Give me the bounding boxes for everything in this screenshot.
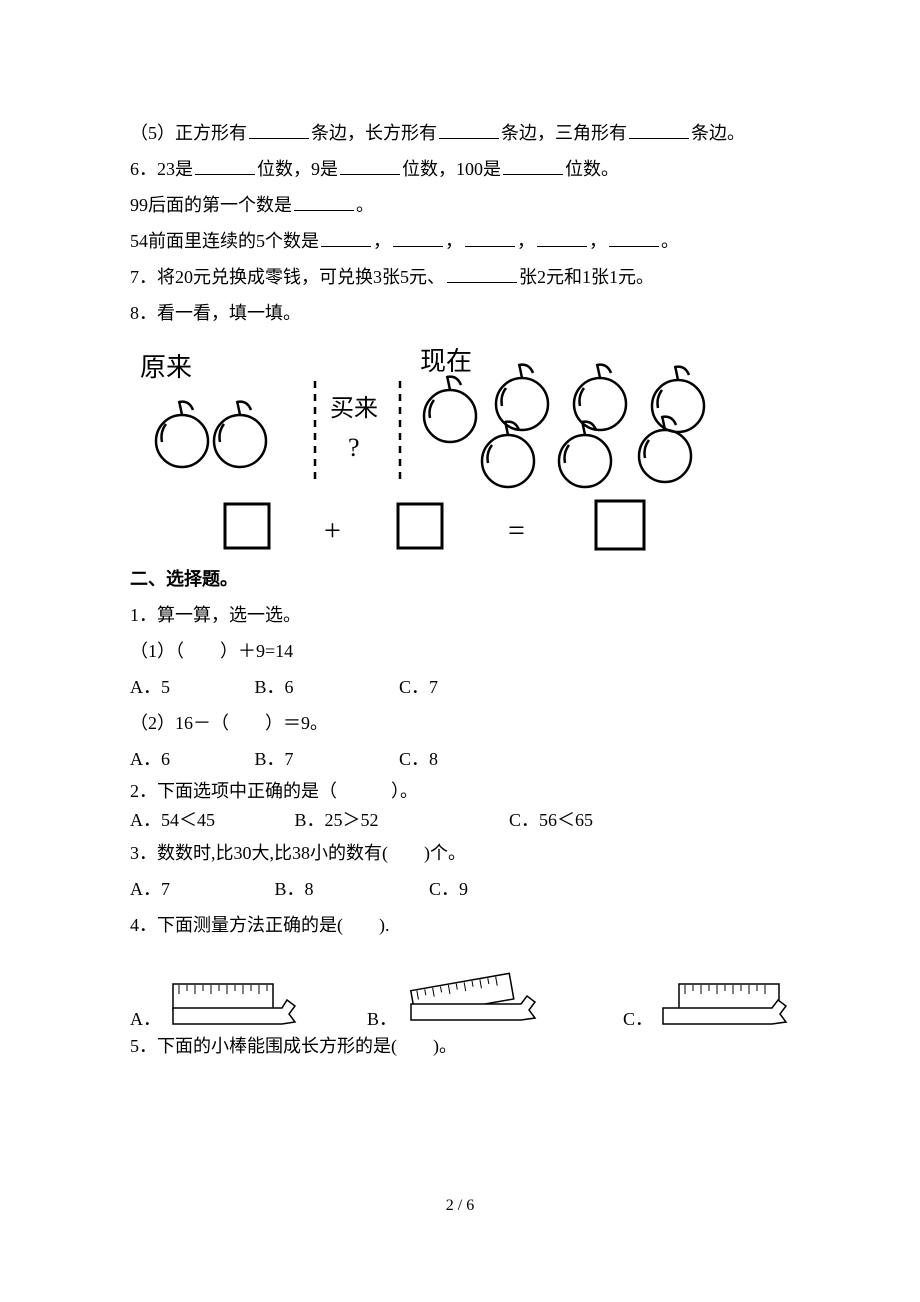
ruler-option-a: A．	[130, 978, 302, 1028]
opt-c: C．8	[399, 741, 438, 777]
s2-q1-stem: 1．算一算，选一选。	[130, 597, 790, 633]
text: 条边，三角形有	[501, 123, 627, 143]
s2-q1-opts2: A．6 B．7 C．8	[130, 741, 790, 777]
fill-q8: 8．看一看，填一填。	[130, 295, 790, 331]
label-left: 原来	[140, 353, 192, 382]
blank	[465, 228, 515, 247]
opt-b: B．7	[255, 741, 395, 777]
opt-a: A．54＜45	[130, 806, 290, 835]
text: 99后面的第一个数是	[130, 195, 292, 215]
s2-q1-sub2: （2）16－（ ）＝9。	[130, 705, 790, 741]
text: 张2元和1张1元。	[519, 267, 654, 287]
blank	[393, 228, 443, 247]
fill-q5: （5）正方形有 条边，长方形有 条边，三角形有 条边。	[130, 115, 790, 151]
ruler-option-c: C．	[623, 978, 794, 1028]
opt-b: B．25＞52	[295, 806, 505, 835]
opt-b: B．8	[275, 871, 425, 907]
ruler-c-icon	[659, 978, 794, 1028]
svg-text:+: +	[324, 514, 341, 547]
text: 54前面里连续的5个数是	[130, 231, 319, 251]
s2-q1-opts1: A．5 B．6 C．7	[130, 669, 790, 705]
opt-a: A．6	[130, 741, 250, 777]
text: 。	[661, 231, 679, 251]
blank	[249, 120, 309, 139]
blank	[629, 120, 689, 139]
text: 位数。	[565, 159, 619, 179]
text: 。	[356, 195, 374, 215]
text: ，	[589, 231, 607, 251]
blank	[439, 120, 499, 139]
s2-q2-opts: A．54＜45 B．25＞52 C．56＜65	[130, 806, 790, 835]
s2-q3-opts: A．7 B．8 C．9	[130, 871, 790, 907]
text: ，	[517, 231, 535, 251]
fill-q7: 7．将20元兑换成零钱，可兑换3张5元、 张2元和1张1元。	[130, 259, 790, 295]
text: 位数，100是	[402, 159, 501, 179]
s2-q4-stem: 4．下面测量方法正确的是( ).	[130, 907, 790, 943]
blank	[503, 156, 563, 175]
text: 条边。	[691, 123, 745, 143]
page: （5）正方形有 条边，长方形有 条边，三角形有 条边。 6．23是 位数，9是 位数，10…	[0, 0, 920, 1302]
text: ，	[373, 231, 391, 251]
label-right: 现在	[420, 347, 472, 376]
text: 位数，9是	[257, 159, 338, 179]
opt-c: C．7	[399, 669, 438, 705]
opt-c: C．9	[429, 871, 468, 907]
svg-text:=: =	[508, 514, 525, 547]
s2-q2-stem: 2．下面选项中正确的是（ ）。	[130, 777, 790, 806]
ruler-b-icon	[403, 968, 543, 1028]
s2-q5-stem: 5．下面的小棒能围成长方形的是( )。	[130, 1028, 790, 1064]
ruler-a-icon	[167, 978, 302, 1028]
label-qmark: ?	[348, 433, 360, 462]
blank	[294, 192, 354, 211]
opt-c: C．56＜65	[509, 806, 593, 835]
s2-q3-stem: 3．数数时,比30大,比38小的数有( )个。	[130, 835, 790, 871]
fill-q6b: 99后面的第一个数是 。	[130, 187, 790, 223]
page-number: 2 / 6	[0, 1190, 920, 1222]
blank	[609, 228, 659, 247]
fill-q6a: 6．23是 位数，9是 位数，100是 位数。	[130, 151, 790, 187]
ruler-option-b: B．	[367, 968, 543, 1028]
blank	[321, 228, 371, 247]
text: 条边，长方形有	[311, 123, 437, 143]
opt-b: B．6	[255, 669, 395, 705]
opt-a: A．5	[130, 669, 250, 705]
blank	[195, 156, 255, 175]
text: （5）正方形有	[130, 123, 247, 143]
figure-apples: 原来 现在 买来 ?	[130, 346, 790, 556]
opt-a: A．7	[130, 871, 270, 907]
blank	[537, 228, 587, 247]
figure-rulers: A． B． C．	[130, 968, 790, 1028]
s2-q1-sub1: （1）（ ）＋9=14	[130, 633, 790, 669]
text: 7．将20元兑换成零钱，可兑换3张5元、	[130, 267, 445, 287]
text: ，	[445, 231, 463, 251]
blank	[447, 264, 517, 283]
label-mid: 买来	[330, 395, 378, 422]
section2-heading: 二、选择题。	[130, 561, 790, 597]
fill-q6c: 54前面里连续的5个数是 ， ， ， ， 。	[130, 223, 790, 259]
label-c: C．	[623, 1010, 653, 1028]
blank	[340, 156, 400, 175]
text: 6．23是	[130, 159, 193, 179]
label-b: B．	[367, 1010, 397, 1028]
label-a: A．	[130, 1010, 161, 1028]
